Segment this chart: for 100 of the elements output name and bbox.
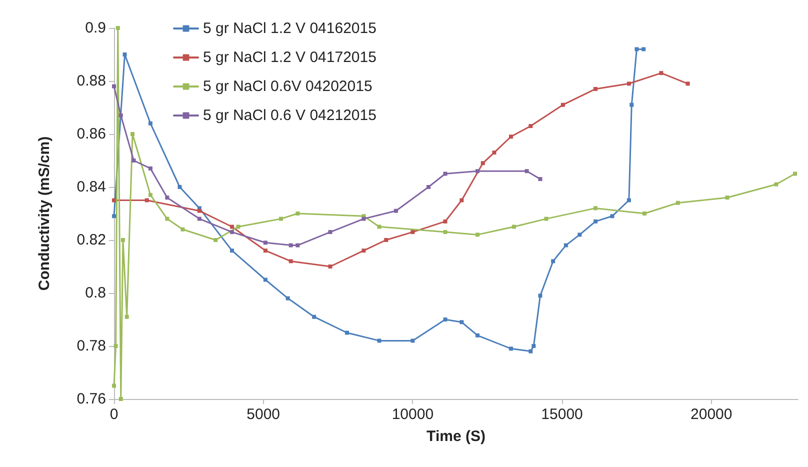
point	[288, 259, 293, 264]
x-tick-label: 20000	[690, 406, 732, 423]
point	[116, 26, 120, 30]
point	[384, 238, 388, 242]
point	[476, 169, 480, 174]
point	[793, 172, 798, 176]
y-tick-label: 0.76	[76, 390, 106, 408]
point	[676, 200, 680, 205]
point	[538, 294, 542, 298]
point	[278, 216, 283, 221]
y-tick-label: 0.84	[76, 178, 106, 196]
point	[524, 169, 529, 174]
x-tick-label: 15000	[541, 406, 583, 423]
point	[410, 338, 415, 343]
point	[178, 185, 182, 189]
point	[642, 47, 646, 52]
point	[508, 134, 513, 139]
point	[564, 243, 568, 248]
point	[610, 214, 614, 218]
point	[593, 219, 598, 224]
x-tick-label: 5000	[246, 406, 280, 423]
point	[197, 216, 202, 221]
point	[394, 208, 398, 213]
point	[634, 47, 639, 52]
point	[120, 238, 125, 242]
point	[377, 224, 382, 229]
point	[197, 208, 202, 213]
point	[443, 230, 448, 234]
point	[114, 344, 118, 348]
point	[165, 196, 170, 200]
point	[686, 82, 690, 86]
point	[112, 84, 116, 88]
point	[476, 232, 480, 237]
point	[144, 198, 149, 202]
point	[460, 198, 464, 202]
point	[362, 216, 366, 221]
point	[180, 227, 185, 232]
point	[122, 52, 127, 56]
point	[593, 86, 598, 91]
point	[112, 214, 116, 218]
point	[130, 132, 135, 136]
point	[344, 330, 349, 335]
point	[148, 166, 152, 170]
point	[443, 219, 448, 224]
legend-label: 5 gr NaCl 0.6 V 04212015	[203, 107, 376, 124]
point	[328, 230, 332, 234]
point	[551, 259, 556, 264]
point	[532, 344, 536, 348]
point	[263, 240, 268, 245]
point	[443, 318, 448, 322]
point	[148, 121, 152, 126]
point	[492, 150, 496, 155]
point	[230, 224, 234, 229]
point	[288, 243, 293, 248]
point	[286, 296, 290, 300]
legend-label: 5 gr NaCl 1.2 V 04162015	[203, 20, 376, 37]
point	[593, 206, 598, 210]
point	[560, 102, 565, 107]
point	[112, 198, 116, 202]
y-tick-label: 0.88	[76, 72, 106, 90]
legend-label: 5 gr NaCl 1.2 V 04172015	[203, 49, 376, 66]
point	[578, 232, 582, 237]
y-tick-label: 0.8	[85, 284, 106, 302]
point	[296, 212, 300, 216]
point	[774, 182, 778, 186]
point	[263, 278, 268, 282]
point	[528, 349, 533, 354]
point	[508, 346, 513, 351]
point	[528, 124, 533, 128]
point	[626, 198, 631, 202]
point	[626, 82, 631, 86]
point	[165, 216, 170, 221]
point	[328, 264, 332, 268]
point	[480, 161, 485, 166]
point	[230, 230, 234, 234]
point	[118, 113, 123, 118]
point	[124, 314, 129, 319]
point	[214, 238, 218, 242]
point	[512, 224, 516, 229]
x-axis-title: Time (S)	[426, 428, 486, 445]
point	[659, 71, 664, 76]
point	[148, 192, 152, 197]
point	[476, 333, 480, 338]
point	[118, 397, 123, 401]
point	[377, 338, 382, 343]
point	[642, 212, 646, 216]
point	[725, 196, 730, 200]
y-tick-label: 0.86	[76, 126, 106, 142]
point	[112, 384, 116, 388]
x-tick-label: 10000	[392, 406, 434, 423]
y-tick-label: 0.9	[85, 20, 106, 36]
y-tick-label: 0.78	[76, 338, 106, 354]
point	[230, 248, 234, 253]
point	[362, 248, 366, 253]
point	[538, 177, 542, 182]
point	[443, 172, 448, 176]
point	[410, 230, 415, 234]
x-tick-label: 0	[110, 406, 118, 423]
point	[296, 243, 300, 248]
point	[544, 216, 548, 221]
